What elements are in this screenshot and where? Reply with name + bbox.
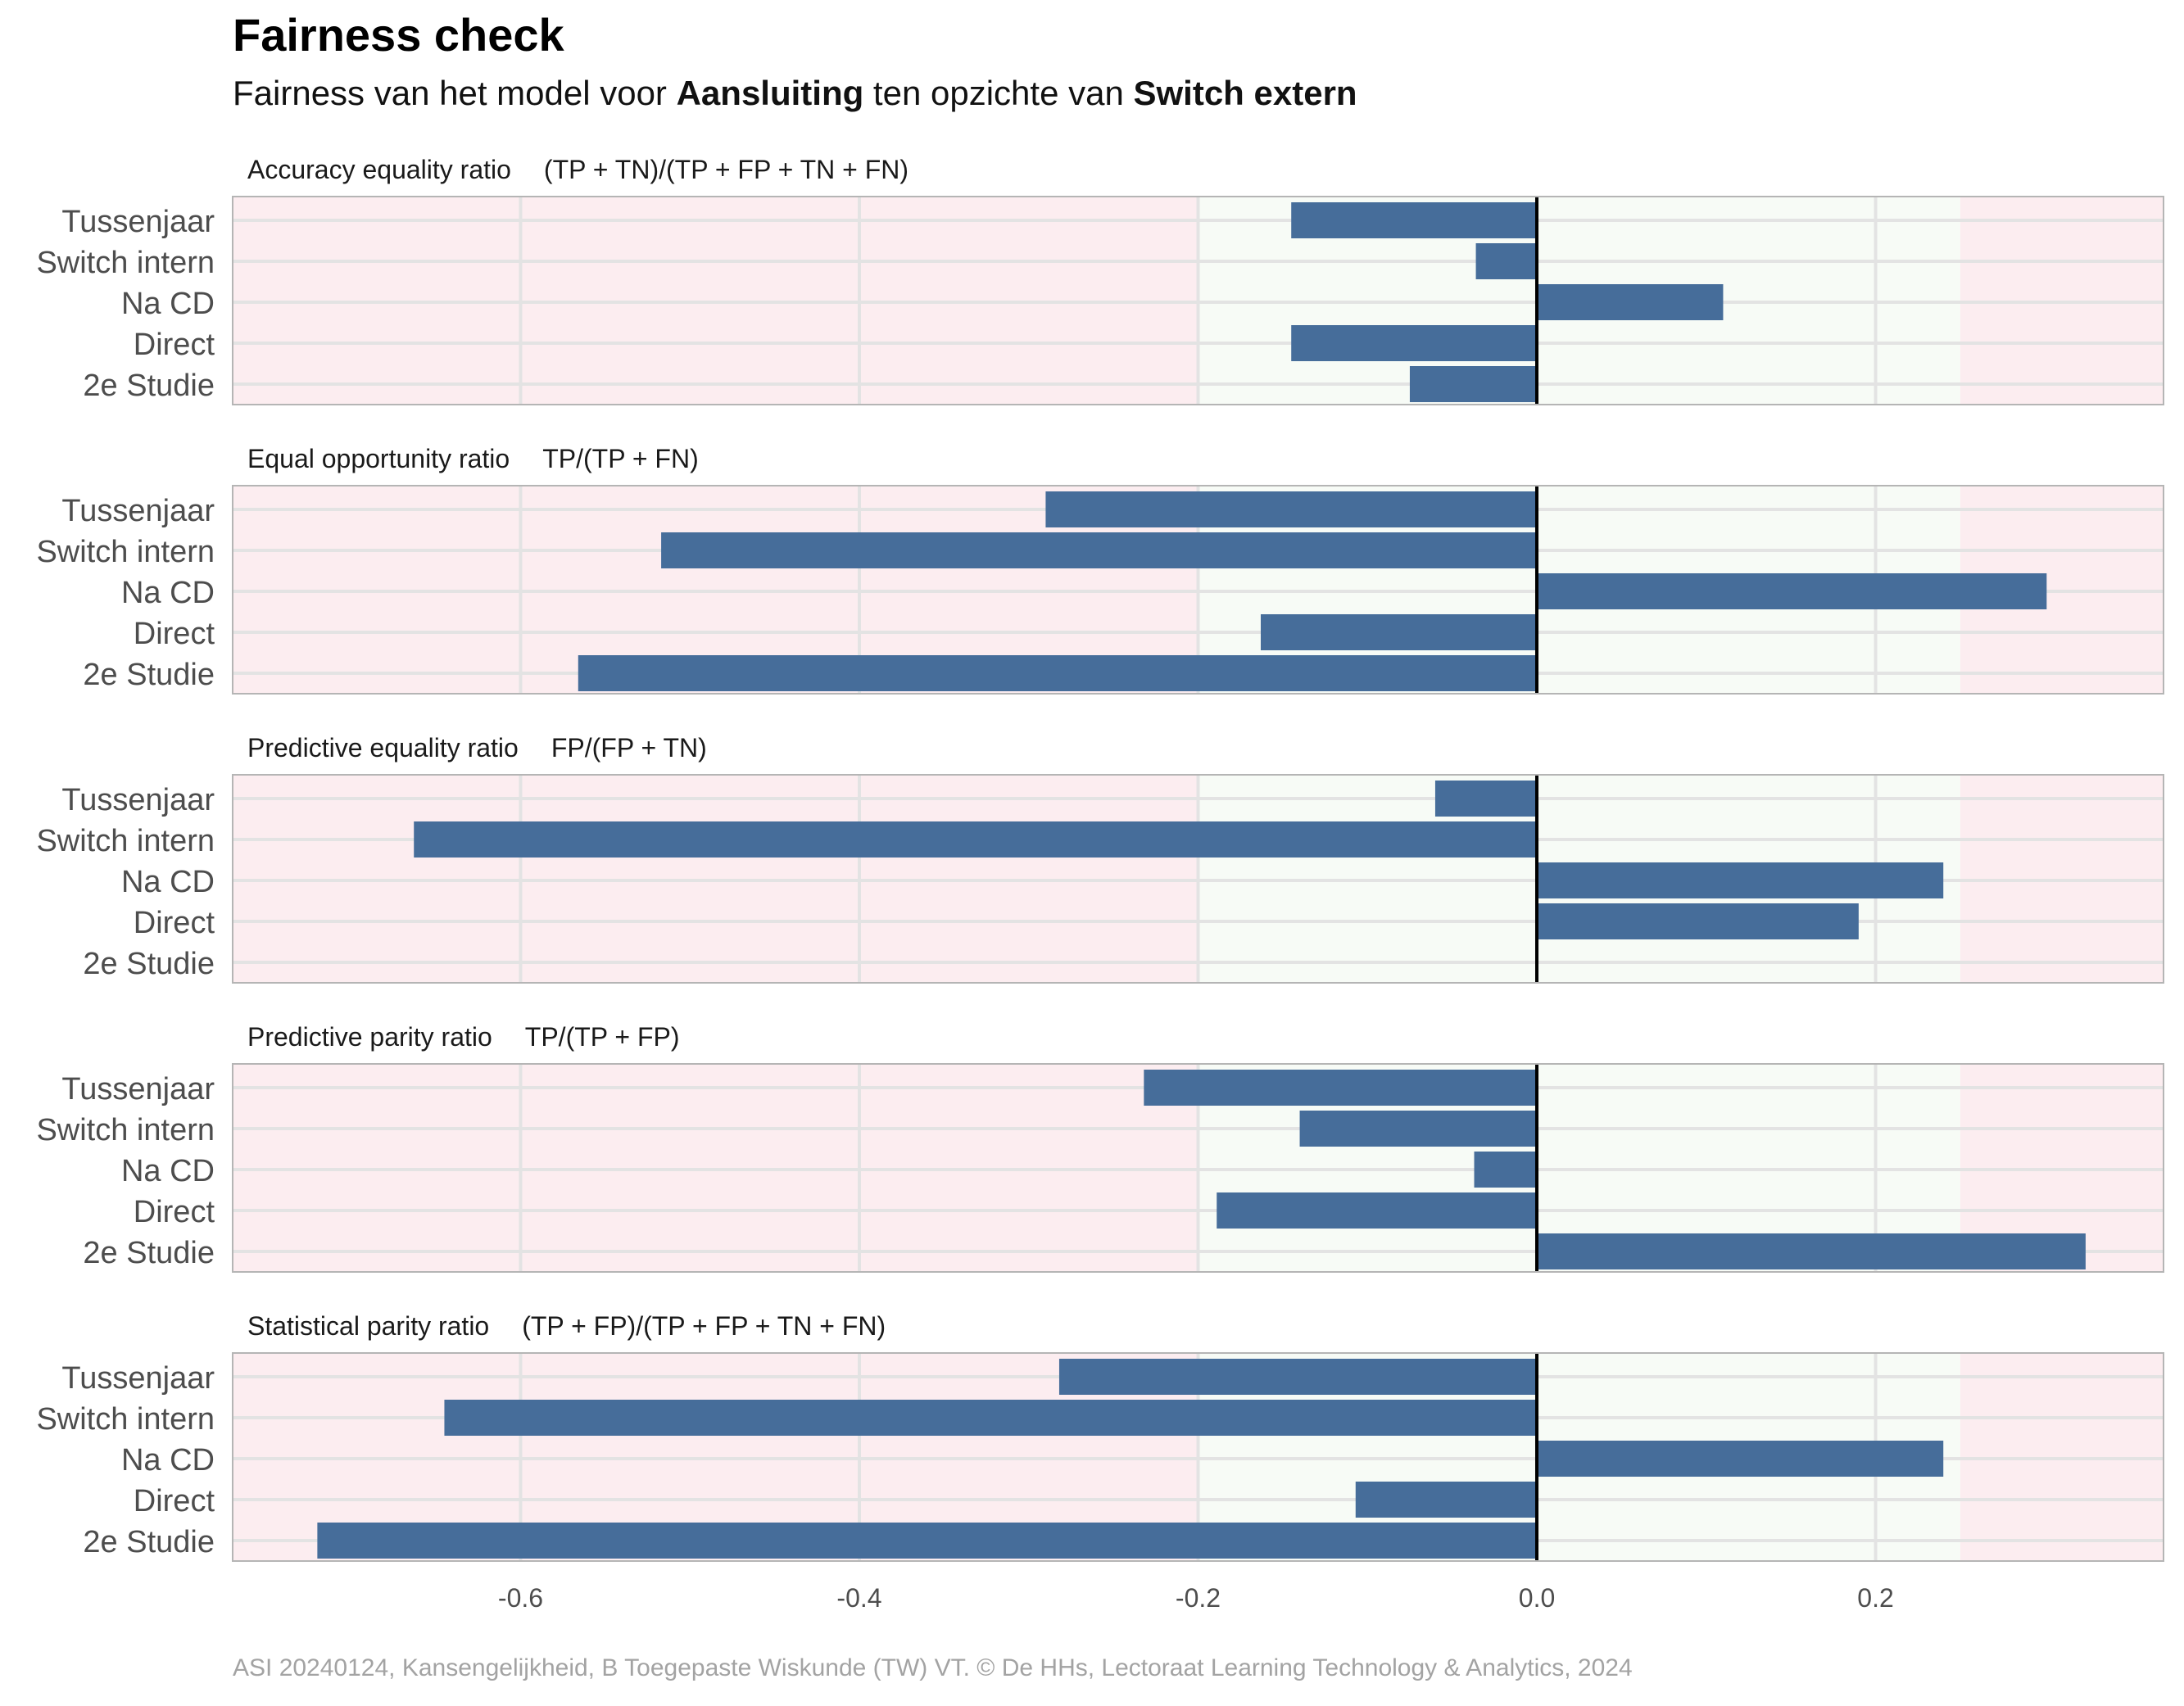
category-label: Tussenjaar	[61, 205, 215, 239]
bar-switch-intern	[661, 532, 1538, 568]
panel-border	[232, 774, 2164, 984]
panel-metric-name: Statistical parity ratio	[247, 1311, 489, 1341]
category-label: Na CD	[121, 865, 215, 899]
panel-border	[232, 1352, 2164, 1562]
subtitle-reference: Switch extern	[1133, 74, 1357, 112]
subtitle-model: Aansluiting	[676, 74, 864, 112]
panel-formula: (TP + FP)/(TP + FP + TN + FN)	[522, 1311, 886, 1341]
category-label: Direct	[134, 617, 215, 651]
panel-formula: (TP + TN)/(TP + FP + TN + FN)	[544, 155, 908, 184]
bar-direct	[1260, 614, 1538, 650]
category-label: Na CD	[121, 1154, 215, 1188]
category-label: Na CD	[121, 576, 215, 610]
category-label: 2e Studie	[83, 1525, 215, 1559]
bar-tussenjaar	[1291, 202, 1538, 238]
bar-tussenjaar	[1058, 1359, 1538, 1395]
panel-label: Predictive parity ratio TP/(TP + FP)	[247, 1022, 680, 1052]
chart-caption: ASI 20240124, Kansengelijkheid, B Toegep…	[233, 1654, 1633, 1681]
panel-formula: TP/(TP + FP)	[525, 1022, 680, 1052]
category-label: Direct	[134, 1195, 215, 1229]
bar-tussenjaar	[1434, 781, 1538, 817]
panel-formula: FP/(FP + TN)	[551, 733, 707, 762]
bar-direct	[1217, 1192, 1538, 1229]
bar-tussenjaar	[1144, 1070, 1538, 1106]
category-label: 2e Studie	[83, 947, 215, 981]
panel-metric-name: Equal opportunity ratio	[247, 444, 510, 473]
category-label: 2e Studie	[83, 1236, 215, 1270]
bar-switch-intern	[1299, 1111, 1538, 1147]
category-label: Tussenjaar	[61, 494, 215, 528]
fairness-chart: Accuracy equality ratio (TP + TN)/(TP + F…	[36, 155, 2164, 1613]
category-label: Tussenjaar	[61, 1072, 215, 1106]
bar-direct	[1355, 1482, 1538, 1518]
category-label: Switch intern	[36, 824, 215, 858]
bar-na-cd	[1474, 1152, 1538, 1188]
bar-2e-studie	[317, 1523, 1538, 1559]
category-label: Direct	[134, 1484, 215, 1518]
category-label: 2e Studie	[83, 369, 215, 403]
category-label: Tussenjaar	[61, 1361, 215, 1396]
category-label: Na CD	[121, 287, 215, 321]
x-tick-label: -0.2	[1176, 1583, 1221, 1613]
category-label: Direct	[134, 328, 215, 362]
panel-label: Statistical parity ratio (TP + FP)/(TP + …	[247, 1311, 886, 1341]
panel-border	[232, 485, 2164, 695]
category-label: Tussenjaar	[61, 783, 215, 817]
x-tick-label: 0.0	[1519, 1583, 1555, 1613]
panel-label: Equal opportunity ratio TP/(TP + FN)	[247, 444, 699, 473]
bar-direct	[1291, 325, 1538, 361]
panel-border	[232, 1063, 2164, 1273]
panel-metric-name: Predictive equality ratio	[247, 733, 519, 762]
x-tick-label: -0.6	[498, 1583, 543, 1613]
panel-border	[232, 196, 2164, 405]
subtitle-middle: ten opzichte van	[863, 74, 1134, 112]
chart-subtitle: Fairness van het model voor Aansluiting …	[233, 74, 1357, 113]
category-label: Na CD	[121, 1443, 215, 1477]
panel-label: Accuracy equality ratio (TP + TN)/(TP + F…	[247, 155, 908, 184]
category-label: Direct	[134, 906, 215, 940]
chart-title: Fairness check	[233, 9, 564, 61]
bar-na-cd	[1537, 284, 1724, 320]
category-label: Switch intern	[36, 1113, 215, 1147]
bar-2e-studie	[578, 655, 1538, 691]
panel-label: Predictive equality ratio FP/(FP + TN)	[247, 733, 707, 762]
category-label: 2e Studie	[83, 658, 215, 692]
bar-2e-studie	[1537, 1233, 2086, 1269]
subtitle-prefix: Fairness van het model voor	[233, 74, 677, 112]
bar-na-cd	[1537, 573, 2047, 609]
bar-switch-intern	[444, 1400, 1538, 1436]
bar-tussenjaar	[1045, 491, 1538, 527]
category-label: Switch intern	[36, 535, 215, 569]
panel-metric-name: Accuracy equality ratio	[247, 155, 511, 184]
category-label: Switch intern	[36, 246, 215, 280]
panel-metric-name: Predictive parity ratio	[247, 1022, 492, 1052]
panel-formula: TP/(TP + FN)	[542, 444, 699, 473]
bar-direct	[1537, 903, 1859, 939]
x-tick-label: 0.2	[1857, 1583, 1893, 1613]
bar-na-cd	[1537, 1441, 1944, 1477]
bar-2e-studie	[1409, 366, 1538, 402]
category-label: Switch intern	[36, 1402, 215, 1437]
bar-switch-intern	[414, 821, 1538, 858]
bar-na-cd	[1537, 862, 1944, 898]
x-tick-label: -0.4	[836, 1583, 881, 1613]
bar-switch-intern	[1475, 243, 1538, 279]
